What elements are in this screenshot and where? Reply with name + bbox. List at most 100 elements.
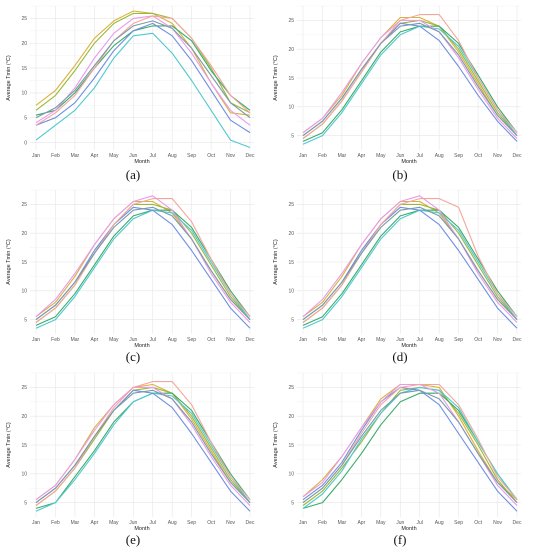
- grid: [30, 5, 254, 150]
- y-tick-label: 5: [24, 116, 27, 122]
- series-line-3: [302, 25, 518, 142]
- x-tick-label: Jun: [129, 153, 137, 159]
- x-tick-label: Jan: [299, 337, 307, 343]
- x-tick-label: Aug: [168, 520, 177, 526]
- x-tick-label: Dec: [513, 337, 522, 343]
- series-line-3: [302, 392, 518, 509]
- y-tick-label: 25: [288, 202, 294, 208]
- y-axis-title: Average Tmin (°C): [273, 422, 279, 468]
- chart-panel-f: 5 10 15 20 25 Jan Feb Mar Apr May Jun Jul Aug Sep Oct N…: [267, 367, 533, 550]
- series-line-6: [302, 195, 518, 323]
- x-tick-label: May: [376, 153, 386, 159]
- x-tick-label: Jul: [417, 153, 423, 159]
- x-axis-title: Month: [401, 526, 416, 532]
- y-tick-label: 5: [291, 317, 294, 323]
- series-line-4: [302, 386, 518, 509]
- series-line-5: [302, 22, 518, 142]
- x-axis-title: Month: [134, 526, 149, 532]
- grid: [297, 189, 521, 334]
- y-tick-label: 10: [288, 105, 294, 111]
- y-tick-label: 25: [21, 385, 27, 391]
- x-tick-label: Sep: [454, 153, 463, 159]
- series-line-5: [35, 22, 251, 134]
- x-tick-label: Jan: [299, 520, 307, 526]
- y-tick-label: 20: [288, 414, 294, 420]
- y-axis-title: Average Tmin (°C): [273, 239, 279, 285]
- x-tick-label: Sep: [454, 337, 463, 343]
- series-line-4: [35, 32, 251, 149]
- x-tick-label: Nov: [226, 153, 235, 159]
- y-tick-label: 5: [291, 500, 294, 506]
- x-tick-label: Aug: [168, 153, 177, 159]
- series-line-3: [302, 209, 518, 326]
- x-tick-label: Nov: [226, 337, 235, 343]
- x-tick-label: Dec: [246, 153, 255, 159]
- y-tick-label: 10: [288, 289, 294, 295]
- y-tick-label: 25: [288, 18, 294, 24]
- y-tick-label: 20: [21, 414, 27, 420]
- y-tick-label: 20: [288, 231, 294, 237]
- series-line-5: [35, 206, 251, 329]
- x-tick-label: Aug: [435, 520, 444, 526]
- x-tick-label: May: [376, 520, 386, 526]
- x-tick-label: Apr: [90, 153, 98, 159]
- y-tick-label: 5: [24, 500, 27, 506]
- x-tick-label: Apr: [90, 337, 98, 343]
- x-tick-label: Feb: [318, 153, 327, 159]
- series-line-8: [302, 389, 518, 504]
- x-tick-label: Jan: [32, 153, 40, 159]
- x-tick-label: Dec: [246, 337, 255, 343]
- x-tick-label: Jul: [417, 520, 423, 526]
- x-tick-label: Apr: [357, 520, 365, 526]
- x-tick-label: Jun: [129, 520, 137, 526]
- y-tick-label: 10: [21, 289, 27, 295]
- x-tick-label: Mar: [71, 520, 80, 526]
- panel-label: (e): [125, 532, 141, 547]
- chart-panel-a: 0 5 10 15 20 25 Jan Feb Mar Apr May Jun Jul Aug Sep Oct…: [0, 0, 266, 183]
- y-tick-label: 10: [21, 91, 27, 97]
- x-tick-label: Jul: [150, 520, 156, 526]
- x-tick-label: Jun: [396, 520, 404, 526]
- x-tick-label: Oct: [474, 337, 482, 343]
- series-line-3: [35, 209, 251, 326]
- x-tick-label: Mar: [71, 153, 80, 159]
- x-tick-label: Mar: [338, 153, 347, 159]
- series-line-5: [35, 389, 251, 512]
- series-line-7: [302, 14, 518, 139]
- x-tick-label: Feb: [51, 337, 60, 343]
- x-tick-label: Feb: [318, 520, 327, 526]
- chart-svg: 0 5 10 15 20 25 Jan Feb Mar Apr May Jun Jul Aug Sep Oct…: [6, 5, 255, 165]
- x-tick-label: Dec: [246, 520, 255, 526]
- panel-label: (c): [125, 349, 141, 364]
- x-tick-label: Jul: [150, 153, 156, 159]
- x-tick-label: Mar: [71, 337, 80, 343]
- series-line-4: [35, 209, 251, 329]
- x-tick-label: Oct: [474, 153, 482, 159]
- series-line-4: [35, 392, 251, 512]
- x-tick-label: Sep: [187, 337, 196, 343]
- x-tick-label: Sep: [187, 153, 196, 159]
- series-line-7: [302, 383, 518, 504]
- chart-panel-e: 5 10 15 20 25 Jan Feb Mar Apr May Jun Jul Aug Sep Oct N…: [0, 367, 266, 550]
- x-tick-label: Nov: [493, 337, 502, 343]
- chart-panel-d: 5 10 15 20 25 Jan Feb Mar Apr May Jun Jul Aug Sep Oct N…: [267, 184, 533, 367]
- chart-panel-c: 5 10 15 20 25 Jan Feb Mar Apr May Jun Jul Aug Sep Oct N…: [0, 184, 266, 367]
- x-tick-label: Nov: [226, 520, 235, 526]
- x-tick-label: Mar: [338, 520, 347, 526]
- panel-label: (d): [392, 349, 408, 364]
- y-tick-label: 0: [24, 140, 27, 146]
- x-tick-label: Apr: [357, 337, 365, 343]
- x-tick-label: Dec: [513, 153, 522, 159]
- y-tick-label: 20: [288, 47, 294, 53]
- series-line-8: [35, 20, 251, 119]
- series-line-7: [302, 198, 518, 323]
- x-tick-label: Oct: [207, 520, 215, 526]
- y-tick-label: 10: [288, 472, 294, 478]
- x-axis-title: Month: [134, 159, 149, 165]
- x-tick-label: Nov: [493, 520, 502, 526]
- series-line-4: [302, 209, 518, 329]
- x-tick-label: Feb: [51, 520, 60, 526]
- panel-label: (a): [125, 167, 141, 182]
- chart-svg: 5 10 15 20 25 Jan Feb Mar Apr May Jun Jul Aug Sep Oct N…: [273, 372, 522, 532]
- grid: [297, 5, 521, 150]
